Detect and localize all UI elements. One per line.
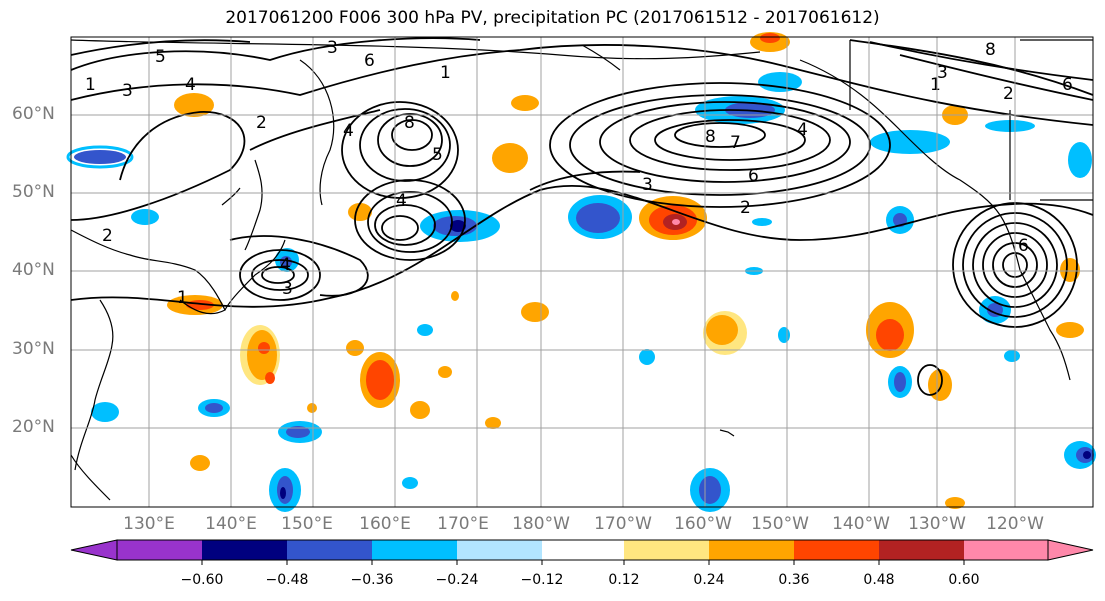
contour-label: 1 xyxy=(440,63,451,83)
lon-label: 130°E xyxy=(123,514,175,534)
lon-label: 120°W xyxy=(986,514,1044,534)
contour-label: 1 xyxy=(85,75,96,95)
contour-labels: 5 4 3 1 6 8 5 4 3 2 4 8 7 6 2 3 8 6 3 1 … xyxy=(85,38,1073,308)
contour-label: 6 xyxy=(1018,236,1029,256)
lon-label: 160°E xyxy=(359,514,411,534)
lon-label: 180°W xyxy=(512,514,570,534)
contour-label: 1 xyxy=(177,288,188,308)
gridlines xyxy=(71,37,1093,507)
lat-label: 40°N xyxy=(12,260,55,280)
contour-label: 3 xyxy=(282,279,293,299)
contour-label: 1 xyxy=(930,75,941,95)
colorbar-tick-label: 0.48 xyxy=(863,572,895,588)
colorbar-tick-label: 0.36 xyxy=(778,572,810,588)
lon-label: 150°W xyxy=(751,514,809,534)
contour-label: 2 xyxy=(1003,84,1014,104)
contour-label: 2 xyxy=(102,226,113,246)
contour-label: 3 xyxy=(122,81,133,101)
colorbar-tick-label: −0.24 xyxy=(435,572,479,588)
colorbar-tick-label: −0.48 xyxy=(265,572,309,588)
lon-label: 170°E xyxy=(437,514,489,534)
contour-label: 6 xyxy=(364,51,375,71)
colorbar xyxy=(70,539,1094,565)
colorbar-tick-label: 0.60 xyxy=(948,572,980,588)
contour-label: 2 xyxy=(256,113,267,133)
contour-label: 4 xyxy=(797,120,808,140)
lon-label: 160°W xyxy=(674,514,732,534)
contour-label: 8 xyxy=(705,127,716,147)
map-plot-area: 5 4 3 1 6 8 5 4 3 2 4 8 7 6 2 3 8 6 3 1 … xyxy=(66,32,1096,512)
lon-label: 140°E xyxy=(205,514,257,534)
colorbar-tick-label: 0.24 xyxy=(693,572,725,588)
contour-label: 4 xyxy=(396,191,407,211)
colorbar-tick-label: 0.12 xyxy=(608,572,640,588)
lon-label: 170°W xyxy=(594,514,652,534)
contour-label: 3 xyxy=(937,63,948,83)
lon-label: 140°W xyxy=(832,514,890,534)
contour-label: 6 xyxy=(748,166,759,186)
contour-label: 8 xyxy=(985,40,996,60)
contour-label: 3 xyxy=(642,175,653,195)
contour-label: 4 xyxy=(185,75,196,95)
pv-contours xyxy=(70,37,1094,396)
contour-label: 2 xyxy=(740,198,751,218)
contour-label: 8 xyxy=(404,113,415,133)
precipitation-shading xyxy=(66,32,1096,512)
lat-label: 60°N xyxy=(12,104,55,124)
contour-label: 4 xyxy=(280,255,291,275)
contour-label: 6 xyxy=(1062,75,1073,95)
lat-label: 30°N xyxy=(12,339,55,359)
contour-label: 3 xyxy=(327,38,338,58)
colorbar-tick-label: −0.60 xyxy=(180,572,224,588)
coastlines xyxy=(70,39,1093,501)
contour-label: 7 xyxy=(730,133,741,153)
contour-label: 5 xyxy=(432,145,443,165)
contour-label: 5 xyxy=(155,47,166,67)
colorbar-tick-label: −0.36 xyxy=(350,572,394,588)
lat-label: 20°N xyxy=(12,417,55,437)
map-title: 2017061200 F006 300 hPa PV, precipitatio… xyxy=(225,8,880,28)
colorbar-tick-label: −0.12 xyxy=(520,572,564,588)
contour-label: 4 xyxy=(343,121,354,141)
lat-label: 50°N xyxy=(12,182,55,202)
lon-label: 150°E xyxy=(281,514,333,534)
lon-label: 130°W xyxy=(908,514,966,534)
